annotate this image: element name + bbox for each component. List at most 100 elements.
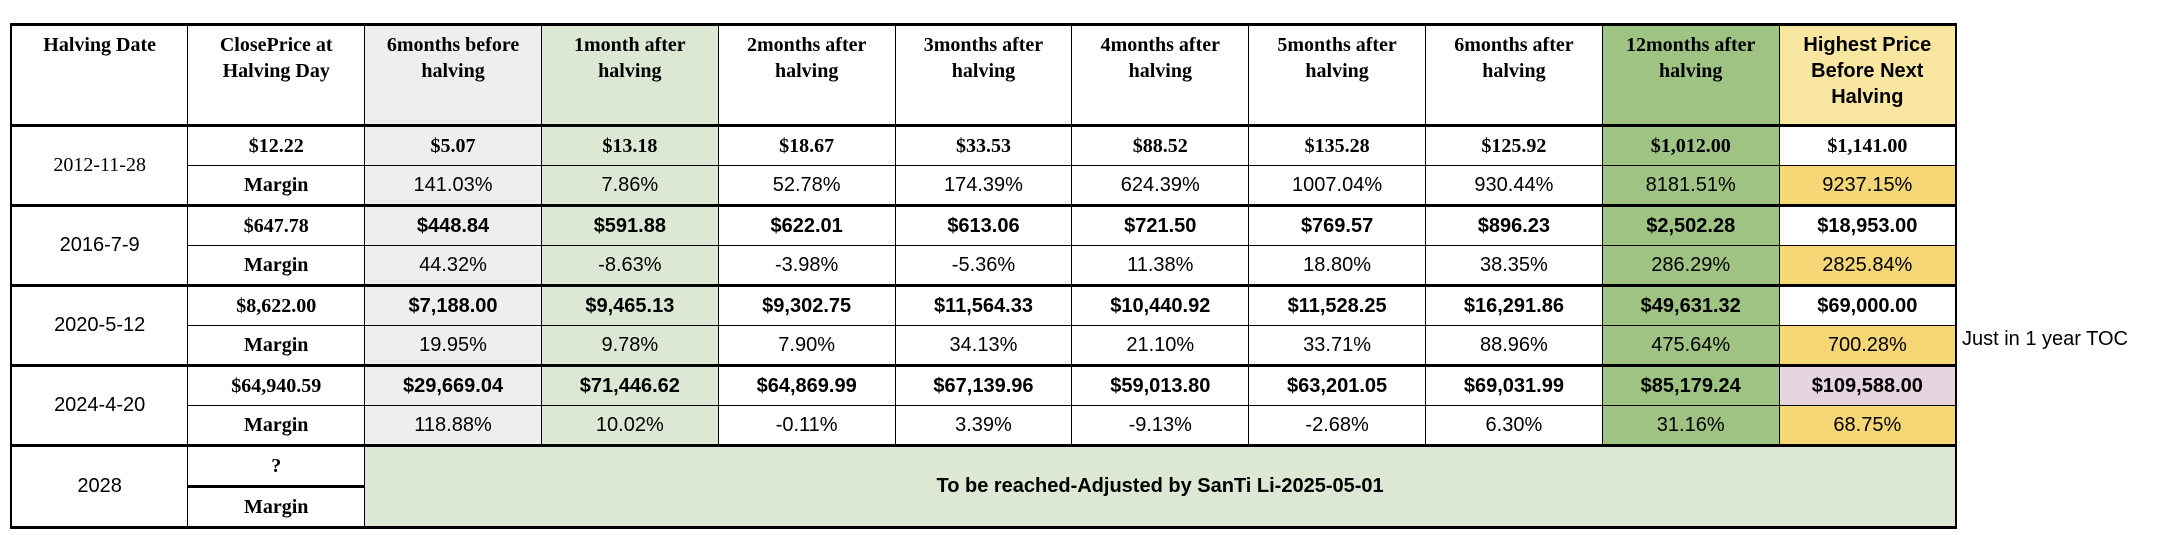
margin-cell: 9237.15% bbox=[1778, 165, 1957, 206]
column-header: ClosePrice at Halving Day bbox=[187, 23, 366, 126]
price-cell: $109,588.00 bbox=[1778, 364, 1957, 406]
price-cell: $721.50 bbox=[1071, 204, 1250, 246]
margin-cell: 68.75% bbox=[1778, 405, 1957, 446]
margin-cell: -2.68% bbox=[1248, 405, 1426, 446]
price-cell: $29,669.04 bbox=[364, 364, 542, 406]
price-cell: $71,446.62 bbox=[540, 364, 719, 406]
margin-cell: 7.86% bbox=[540, 165, 719, 206]
margin-cell: 118.88% bbox=[364, 405, 542, 446]
margin-cell: 34.13% bbox=[894, 325, 1073, 366]
halving-table-container: Halving Date ClosePrice at Halving Day 6mo… bbox=[10, 23, 1957, 529]
margin-cell: 624.39% bbox=[1071, 165, 1250, 206]
price-cell: $85,179.24 bbox=[1601, 364, 1780, 406]
margin-row: Margin 44.32% -8.63% -3.98% -5.36% 11.38% 18.8… bbox=[11, 245, 1957, 286]
margin-cell: 38.35% bbox=[1425, 245, 1603, 286]
margin-row: Margin 118.88% 10.02% -0.11% 3.39% -9.13% -2.6… bbox=[11, 405, 1957, 446]
price-cell: $135.28 bbox=[1248, 124, 1426, 166]
halving-date: 2016-7-9 bbox=[10, 204, 189, 286]
margin-label: Margin bbox=[187, 485, 366, 528]
margin-cell: -5.36% bbox=[894, 245, 1073, 286]
price-cell: $49,631.32 bbox=[1601, 284, 1780, 326]
price-cell: $7,188.00 bbox=[364, 284, 542, 326]
price-cell: $33.53 bbox=[894, 124, 1073, 166]
price-cell: $5.07 bbox=[364, 124, 542, 166]
price-cell: $18.67 bbox=[717, 124, 896, 166]
margin-cell: 10.02% bbox=[540, 405, 719, 446]
price-cell: $69,000.00 bbox=[1778, 284, 1957, 326]
margin-cell: 33.71% bbox=[1248, 325, 1426, 366]
price-cell: $18,953.00 bbox=[1778, 204, 1957, 246]
margin-cell: 31.16% bbox=[1601, 405, 1780, 446]
price-row: 2024-4-20 $64,940.59 $29,669.04 $71,446.62 $… bbox=[10, 364, 1957, 446]
price-cell: $64,869.99 bbox=[717, 364, 896, 406]
price-cell: $16,291.86 bbox=[1425, 284, 1603, 326]
margin-cell: 700.28% bbox=[1778, 325, 1957, 366]
halving-date: 2024-4-20 bbox=[10, 364, 189, 446]
price-cell: $769.57 bbox=[1248, 204, 1426, 246]
margin-cell: 2825.84% bbox=[1778, 245, 1957, 286]
price-cell: $613.06 bbox=[894, 204, 1073, 246]
price-cell: $448.84 bbox=[364, 204, 542, 246]
price-cell: $64,940.59 bbox=[187, 364, 366, 406]
margin-cell: 6.30% bbox=[1425, 405, 1603, 446]
margin-cell: 8181.51% bbox=[1601, 165, 1780, 206]
margin-cell: 18.80% bbox=[1248, 245, 1426, 286]
margin-cell: 9.78% bbox=[540, 325, 719, 366]
price-cell: $1,141.00 bbox=[1778, 124, 1957, 166]
margin-cell: -3.98% bbox=[717, 245, 896, 286]
price-cell: $125.92 bbox=[1425, 124, 1603, 166]
margin-cell: 286.29% bbox=[1601, 245, 1780, 286]
margin-label: Margin bbox=[187, 325, 366, 366]
margin-cell: 475.64% bbox=[1601, 325, 1780, 366]
margin-cell: 930.44% bbox=[1425, 165, 1603, 206]
price-cell: $591.88 bbox=[540, 204, 719, 246]
price-cell: $896.23 bbox=[1425, 204, 1603, 246]
margin-cell: 21.10% bbox=[1071, 325, 1250, 366]
column-header: 5months after halving bbox=[1248, 23, 1426, 126]
price-cell: $63,201.05 bbox=[1248, 364, 1426, 406]
margin-cell: 44.32% bbox=[364, 245, 542, 286]
side-note: Just in 1 year TOC bbox=[1962, 328, 2128, 350]
halving-price-table: Halving Date ClosePrice at Halving Day 6mo… bbox=[10, 23, 1957, 529]
column-header: 12months after halving bbox=[1601, 23, 1780, 126]
column-header: 3months after halving bbox=[894, 23, 1073, 126]
margin-label: Margin bbox=[187, 405, 366, 446]
margin-cell: 174.39% bbox=[894, 165, 1073, 206]
halving-date: 2028 bbox=[10, 444, 189, 528]
price-cell: $67,139.96 bbox=[894, 364, 1073, 406]
column-header: 2months after halving bbox=[717, 23, 896, 126]
price-cell: ? bbox=[187, 444, 366, 487]
future-row: 2028? To be reached-Adjusted by SanTi Li-… bbox=[10, 444, 1957, 528]
margin-row: Margin 19.95% 9.78% 7.90% 34.13% 21.10% 33.71%… bbox=[11, 325, 1957, 366]
price-cell: $88.52 bbox=[1071, 124, 1250, 166]
margin-row: Margin 141.03% 7.86% 52.78% 174.39% 624.39% 10… bbox=[11, 165, 1957, 206]
margin-cell: 7.90% bbox=[717, 325, 896, 366]
margin-cell: 11.38% bbox=[1071, 245, 1250, 286]
halving-date: 2012-11-28 bbox=[10, 124, 189, 206]
price-row: 2016-7-9 $647.78 $448.84 $591.88 $622.01 $613… bbox=[10, 204, 1957, 286]
future-margin-row: Margin bbox=[11, 485, 1956, 528]
price-cell: $12.22 bbox=[187, 124, 366, 166]
margin-cell: 52.78% bbox=[717, 165, 896, 206]
margin-cell: -0.11% bbox=[717, 405, 896, 446]
price-row: 2012-11-28 $12.22 $5.07 $13.18 $18.67 $33.53 $… bbox=[10, 124, 1957, 206]
price-cell: $1,012.00 bbox=[1601, 124, 1780, 166]
margin-cell: 1007.04% bbox=[1248, 165, 1426, 206]
margin-cell: -8.63% bbox=[540, 245, 719, 286]
price-cell: $10,440.92 bbox=[1071, 284, 1250, 326]
column-header: 1month after halving bbox=[540, 23, 719, 126]
column-header: Halving Date bbox=[10, 23, 189, 126]
margin-label: Margin bbox=[187, 165, 366, 206]
margin-cell: 141.03% bbox=[364, 165, 542, 206]
margin-cell: -9.13% bbox=[1071, 405, 1250, 446]
column-header: 6months after halving bbox=[1425, 23, 1603, 126]
price-cell: $2,502.28 bbox=[1601, 204, 1780, 246]
price-cell: $13.18 bbox=[540, 124, 719, 166]
column-header: Highest Price Before Next Halving bbox=[1778, 23, 1957, 126]
price-cell: $11,528.25 bbox=[1248, 284, 1426, 326]
column-header: 6months before halving bbox=[364, 23, 542, 126]
price-cell: $8,622.00 bbox=[187, 284, 366, 326]
price-cell: $9,465.13 bbox=[540, 284, 719, 326]
halving-date: 2020-5-12 bbox=[10, 284, 189, 366]
future-note: To be reached-Adjusted by SanTi Li-2025-… bbox=[364, 444, 1957, 528]
